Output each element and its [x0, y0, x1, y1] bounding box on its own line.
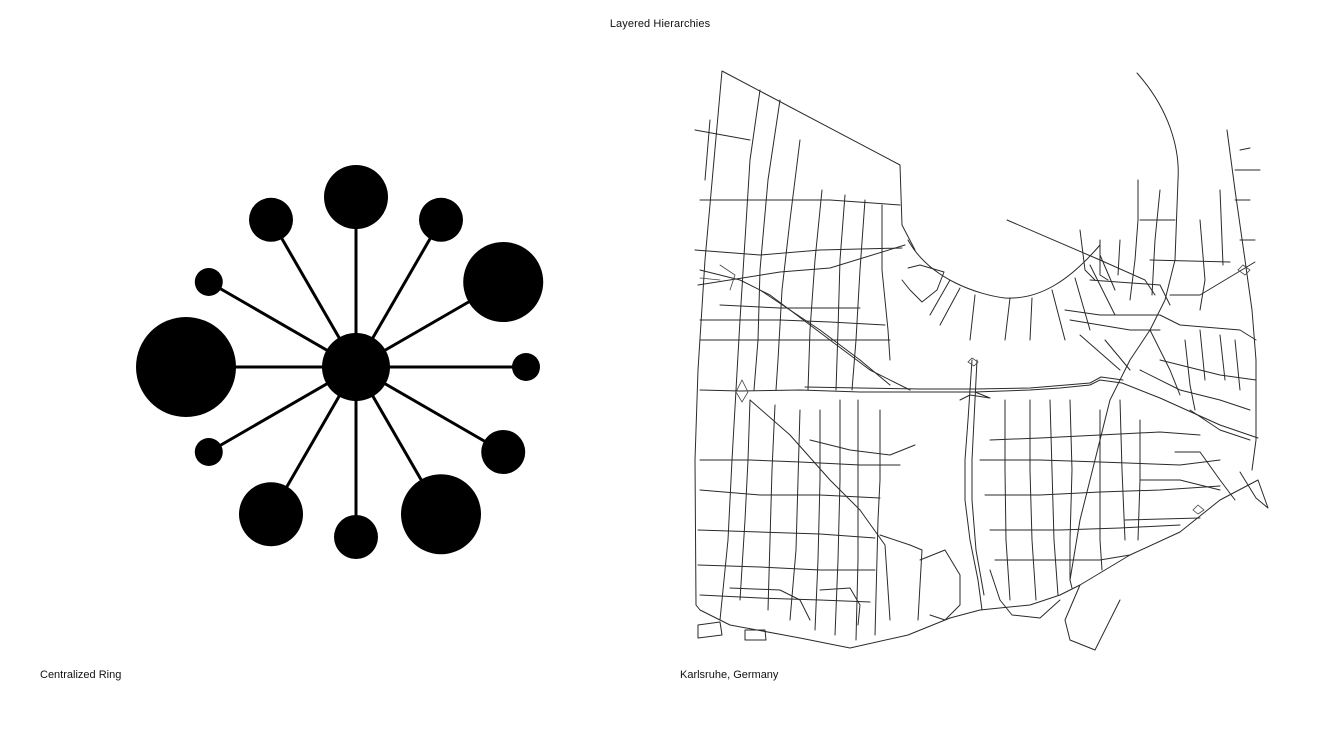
street — [984, 485, 1221, 496]
street — [739, 399, 751, 601]
street — [819, 587, 861, 626]
street — [979, 459, 1221, 466]
street — [699, 459, 901, 466]
street — [901, 264, 945, 303]
street — [744, 629, 767, 641]
street — [1192, 504, 1205, 515]
street — [1159, 359, 1257, 381]
street — [1069, 319, 1161, 331]
ring-node-n10 — [136, 317, 236, 417]
street — [874, 409, 881, 636]
street — [699, 269, 911, 391]
ring-node-n4 — [512, 353, 540, 381]
street — [1234, 147, 1261, 241]
street — [697, 564, 876, 571]
street — [1069, 72, 1179, 589]
street — [994, 554, 1131, 561]
street — [694, 119, 751, 181]
street — [697, 621, 723, 639]
street — [919, 549, 961, 621]
street — [749, 399, 891, 621]
street — [1064, 584, 1121, 651]
ring-node-n7 — [334, 515, 378, 559]
street — [971, 359, 985, 596]
street — [699, 264, 736, 291]
street — [1226, 129, 1257, 471]
street-network — [694, 70, 1269, 651]
street — [694, 247, 903, 256]
street — [1129, 179, 1139, 301]
street — [1139, 189, 1231, 311]
street — [959, 391, 991, 401]
street — [989, 569, 1061, 619]
street — [694, 70, 1269, 649]
street — [855, 399, 859, 641]
street — [1069, 399, 1073, 581]
ring-node-n11 — [194, 268, 223, 296]
ring-node-n5 — [481, 430, 526, 474]
street — [1079, 229, 1171, 306]
right-panel-caption: Karlsruhe, Germany — [680, 669, 779, 681]
street — [929, 254, 1116, 341]
ring-node-n8 — [239, 482, 303, 547]
street — [881, 204, 891, 361]
page-title: Layered Hierarchies — [609, 18, 711, 30]
left-panel-caption: Centralized Ring — [40, 669, 122, 681]
ring-hub — [322, 333, 390, 401]
street — [735, 379, 749, 403]
street — [1237, 264, 1251, 276]
ring-node-n2 — [419, 197, 463, 242]
street — [1049, 399, 1059, 596]
street — [835, 194, 846, 391]
centralized-ring-diagram — [136, 165, 544, 559]
street — [851, 199, 866, 391]
street — [1099, 409, 1103, 571]
street — [767, 404, 776, 611]
street — [834, 399, 841, 636]
street — [1119, 399, 1126, 541]
street — [697, 529, 876, 539]
street — [1169, 261, 1256, 296]
street — [1124, 479, 1221, 521]
street — [814, 409, 821, 631]
street — [879, 534, 923, 621]
ring-node-n3 — [463, 242, 544, 322]
street — [1064, 309, 1257, 341]
street — [807, 189, 823, 391]
street — [1029, 399, 1037, 601]
street — [989, 431, 1201, 441]
street — [809, 439, 916, 456]
street — [1004, 399, 1011, 601]
ring-node-n12 — [249, 197, 293, 242]
street — [989, 524, 1181, 531]
street — [1174, 409, 1251, 501]
ring-node-n9 — [194, 438, 223, 466]
street — [967, 357, 979, 367]
karlsruhe-street-map — [694, 70, 1269, 651]
street — [775, 139, 801, 391]
street — [1006, 219, 1156, 296]
street — [699, 379, 1259, 439]
street — [789, 409, 801, 621]
street — [753, 99, 781, 391]
street — [729, 587, 811, 621]
ring-node-n1 — [324, 165, 388, 229]
street — [697, 244, 906, 286]
ring-node-n6 — [401, 474, 481, 555]
street — [964, 359, 983, 611]
street — [804, 376, 1124, 390]
street — [1079, 329, 1241, 411]
street — [719, 304, 861, 309]
ring-nodes — [136, 165, 544, 559]
street — [699, 489, 881, 499]
street — [1139, 369, 1251, 411]
street — [699, 199, 901, 206]
street — [699, 594, 871, 603]
street — [719, 89, 761, 621]
